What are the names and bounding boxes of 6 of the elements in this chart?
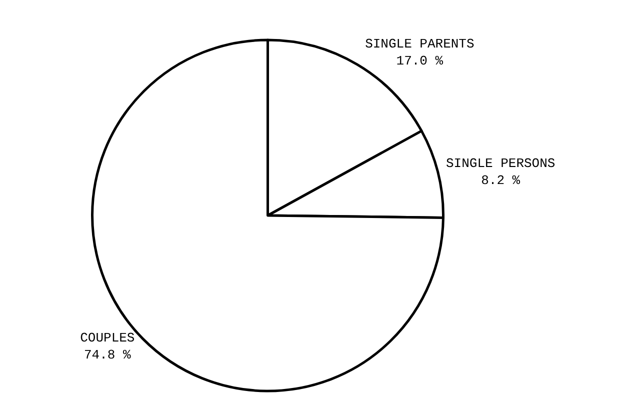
data-label: 17.0 % bbox=[396, 54, 444, 69]
slice-label: COUPLES bbox=[80, 330, 135, 346]
data-label: 74.8 % bbox=[84, 348, 132, 363]
slice-label: SINGLE PARENTS bbox=[365, 36, 474, 52]
slice-label: SINGLE PERSONS bbox=[446, 156, 556, 172]
data-label: 8.2 % bbox=[481, 172, 520, 188]
